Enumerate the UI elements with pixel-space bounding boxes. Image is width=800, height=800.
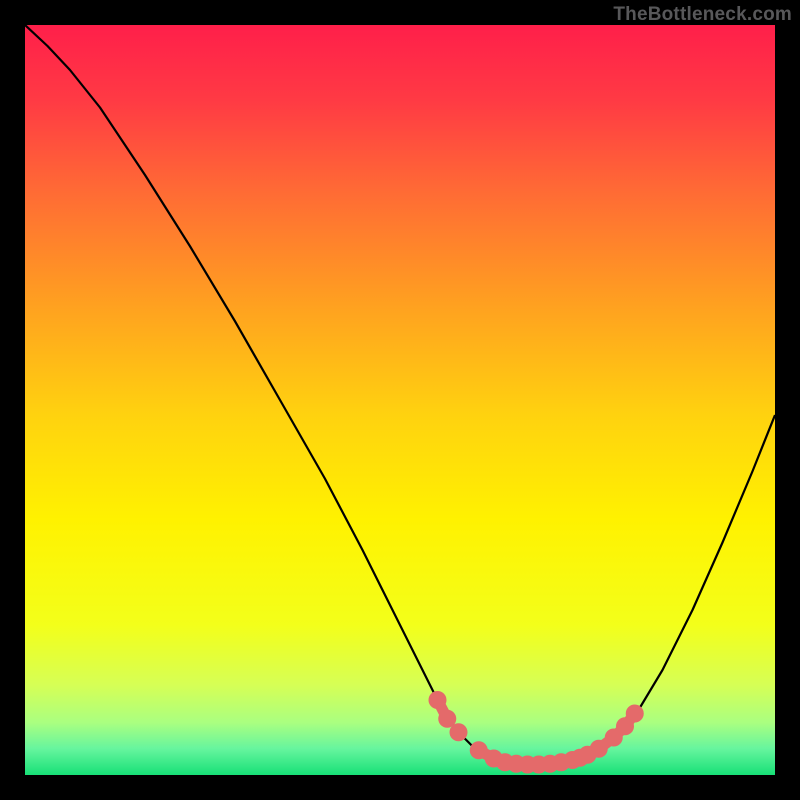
plot-area [25,25,775,775]
chart-frame: TheBottleneck.com [0,0,800,800]
bottleneck-chart-svg [25,25,775,775]
watermark-text: TheBottleneck.com [613,4,792,26]
